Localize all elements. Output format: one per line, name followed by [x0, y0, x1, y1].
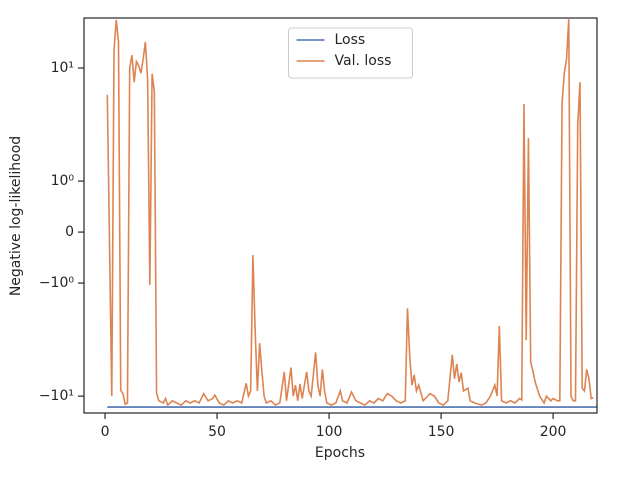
x-tick-label: 100 — [316, 424, 343, 440]
y-tick-label: −10⁰ — [39, 275, 75, 291]
series-line — [106, 19, 594, 407]
y-axis-label: Negative log-likelihood — [8, 136, 24, 296]
legend-label: Loss — [335, 32, 366, 48]
legend-label: Val. loss — [335, 53, 392, 69]
x-tick-label: 200 — [540, 424, 567, 440]
x-tick-label: 150 — [428, 424, 455, 440]
x-tick-label: 50 — [208, 424, 226, 440]
y-tick-label: 10⁰ — [51, 173, 75, 189]
y-tick-label: 0 — [65, 224, 74, 240]
x-axis-label: Epochs — [315, 445, 365, 461]
y-tick-label: −10¹ — [39, 388, 74, 404]
x-tick-label: 0 — [101, 424, 110, 440]
y-tick-label: 10¹ — [51, 60, 74, 76]
axes-frame — [83, 17, 598, 414]
